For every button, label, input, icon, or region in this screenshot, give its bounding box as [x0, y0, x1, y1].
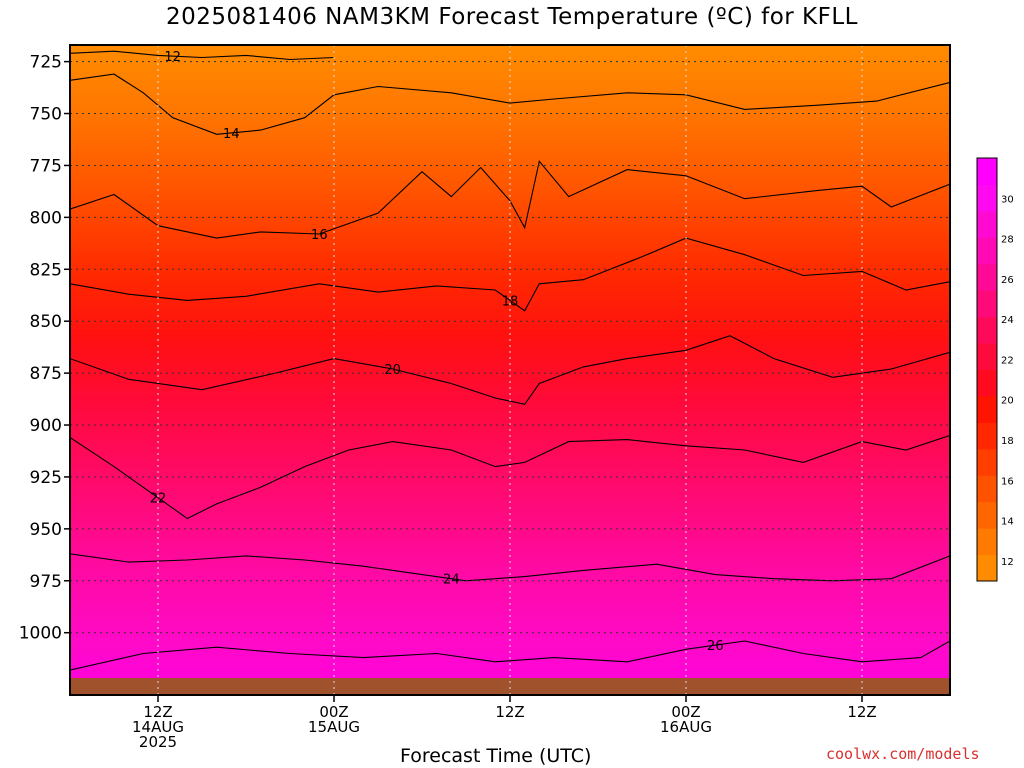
colorbar-label: 26 — [1001, 275, 1014, 286]
colorbar-label: 16 — [1001, 476, 1014, 487]
y-tick-label: 800 — [30, 208, 62, 228]
contour-label-12: 12 — [164, 50, 181, 65]
colorbar-segment — [977, 501, 997, 529]
colorbar-label: 22 — [1001, 355, 1014, 366]
colorbar-segment — [977, 290, 997, 318]
contour-label-16: 16 — [311, 228, 328, 243]
contour-line-20 — [70, 335, 950, 405]
colorbar-label: 30 — [1001, 194, 1014, 205]
colorbar-segment — [977, 237, 997, 265]
contour-line-16 — [70, 160, 950, 239]
contour-label-14: 14 — [223, 127, 240, 142]
colorbar-label: 28 — [1001, 235, 1014, 246]
colorbar-segment — [977, 422, 997, 450]
colorbar-segment — [977, 316, 997, 344]
contour-label-24: 24 — [443, 573, 460, 588]
credit-text[interactable]: coolwx.com/models — [826, 745, 980, 763]
x-tick-label: 12Z — [143, 703, 172, 721]
colorbar-frame — [976, 157, 998, 582]
y-tick-label: 950 — [30, 520, 62, 540]
contour-line-22 — [70, 434, 950, 520]
x-tick-label: 14AUG — [132, 718, 184, 736]
y-tick-label: 925 — [30, 468, 62, 488]
colorbar-segment — [977, 395, 997, 423]
colorbar-segment — [977, 369, 997, 397]
contour-label-22: 22 — [150, 492, 167, 507]
colorbar-label: 14 — [1001, 517, 1014, 528]
colorbar-segment — [977, 158, 997, 185]
x-tick-label: 16AUG — [660, 718, 712, 736]
y-tick-label: 750 — [30, 105, 62, 125]
x-tick-label: 12Z — [847, 703, 876, 721]
x-tick-label: 15AUG — [308, 718, 360, 736]
x-tick-label: 00Z — [319, 703, 348, 721]
colorbar-label: 20 — [1001, 396, 1014, 407]
y-tick-label: 825 — [30, 260, 62, 280]
contour-label-18: 18 — [502, 294, 519, 309]
chart-title: 2025081406 NAM3KM Forecast Temperature (… — [166, 4, 858, 30]
contour-label-26: 26 — [707, 639, 724, 654]
y-tick-label: 975 — [30, 572, 62, 592]
colorbar-segment — [977, 554, 997, 582]
colorbar-label: 18 — [1001, 436, 1014, 447]
colorbar-segment — [977, 210, 997, 238]
colorbar-segment — [977, 528, 997, 556]
x-tick-label: 2025 — [139, 733, 177, 751]
x-tick-label: 00Z — [671, 703, 700, 721]
y-tick-label: 900 — [30, 416, 62, 436]
y-tick-label: 1000 — [19, 624, 62, 644]
colorbar-segment — [977, 343, 997, 370]
colorbar-segment — [977, 448, 997, 476]
contour-line-18 — [70, 237, 950, 312]
ground-band — [70, 678, 950, 695]
y-tick-label: 850 — [30, 312, 62, 332]
contour-line-26 — [70, 640, 950, 671]
colorbar-segment — [977, 475, 997, 503]
colorbar-label: 12 — [1001, 557, 1014, 568]
y-tick-label: 725 — [30, 53, 62, 73]
y-tick-label: 775 — [30, 156, 62, 176]
colorbar-segment — [977, 184, 997, 212]
x-axis-label: Forecast Time (UTC) — [400, 745, 592, 767]
colorbar-label: 24 — [1001, 315, 1014, 326]
contour-line-12 — [70, 50, 335, 61]
contour-label-20: 20 — [384, 363, 401, 378]
colorbar-segment — [977, 263, 997, 291]
x-tick-label: 12Z — [495, 703, 524, 721]
contour-line-24 — [70, 553, 950, 582]
y-tick-label: 875 — [30, 364, 62, 384]
